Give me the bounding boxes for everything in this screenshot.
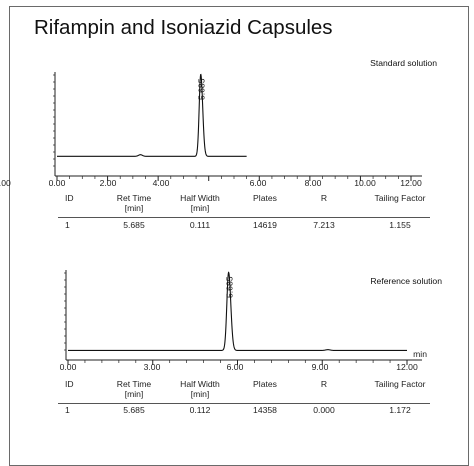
table-cell-id: 1 [65,220,70,230]
col-header-plates: Plates [253,193,277,203]
table-divider [58,217,430,218]
x-tick-label: 4.00 [153,178,170,188]
x-tick-label: 8.00 [305,178,322,188]
table-cell-half-width: 0.111 [189,220,211,230]
table-cell-plates: 14619 [253,220,277,230]
x-tick-label: 14.00 [0,178,11,188]
table-cell-ret-time: 5.685 [123,405,145,415]
x-tick-label: 10.00 [354,178,376,188]
peak-label: 5.685 [197,78,207,100]
col-header-tailing-factor: Tailing Factor [374,193,426,203]
col-header-ret-time: Ret Time [116,193,152,203]
x-tick-label: 3.00 [144,362,161,372]
peak-label: 5.685 [225,276,235,298]
col-header-id: ID [65,193,74,203]
col-subheader-half-width: [min] [190,389,210,399]
chromatogram-trace [57,73,247,157]
x-tick-label: 2.00 [100,178,117,188]
table-cell-r: 0.000 [313,405,335,415]
x-tick-label: 0.00 [60,362,77,372]
x-tick-label: 6.00 [250,178,267,188]
col-subheader-half-width: [min] [190,203,210,213]
x-tick-label: 12.00 [396,362,418,372]
chromatogram-plots: 0.002.004.006.008.0010.0012.0014.00Stand… [0,58,442,372]
col-header-half-width: Half Width [180,379,220,389]
col-header-half-width: Half Width [180,193,220,203]
chart-title: Reference solution [370,276,442,286]
x-tick-label: 9.00 [312,362,329,372]
col-header-plates: Plates [253,379,277,389]
figure-title: Rifampin and Isoniazid Capsules [34,16,333,39]
table-cell-half-width: 0.112 [189,405,211,415]
table-cell-tailing-factor: 1.155 [389,220,411,230]
col-header-id: ID [65,379,74,389]
col-subheader-ret-time: [min] [124,389,144,399]
x-tick-label: 12.00 [400,178,422,188]
col-header-ret-time: Ret Time [116,379,152,389]
col-subheader-ret-time: [min] [124,203,144,213]
col-header-r: R [320,193,328,203]
table-cell-id: 1 [65,405,70,415]
x-axis-unit-label: min [413,349,427,359]
table-cell-r: 7.213 [313,220,335,230]
col-header-r: R [320,379,328,389]
chart-title: Standard solution [370,58,437,68]
x-tick-label: 6.00 [227,362,244,372]
table-cell-tailing-factor: 1.172 [389,405,411,415]
table-cell-ret-time: 5.685 [123,220,145,230]
col-header-tailing-factor: Tailing Factor [374,379,426,389]
table-cell-plates: 14358 [253,405,277,415]
chromatogram-trace [68,271,407,351]
table-divider [58,403,430,404]
x-tick-label: 0.00 [49,178,66,188]
